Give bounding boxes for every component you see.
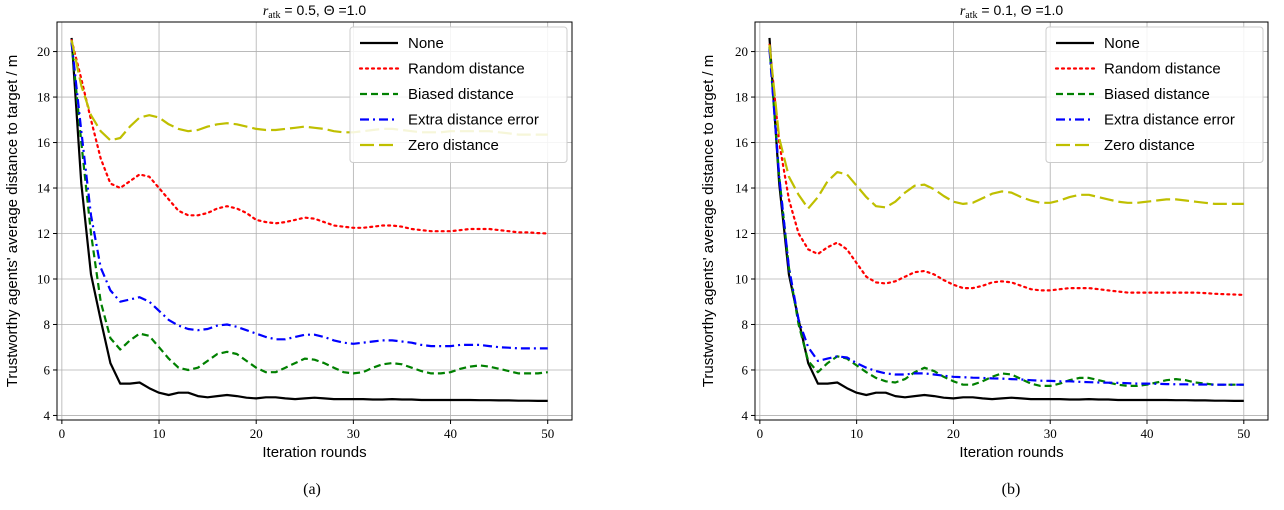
y-tick-label: 8 bbox=[742, 317, 749, 332]
plot-frame bbox=[754, 21, 1269, 421]
y-tick-label: 20 bbox=[37, 44, 50, 59]
chart-title: ratk = 0.5, Θ =1.0 bbox=[263, 2, 366, 21]
figure-caption: (b) bbox=[1002, 481, 1021, 498]
chart-panel-b: 0 10 20 30 40 50 4 6 8 10 12 14 16 18 20 Iteration roun… bbox=[700, 2, 1269, 498]
title-subscript: atk bbox=[268, 10, 280, 21]
x-tick-label: 20 bbox=[250, 426, 263, 441]
x-tick-label: 50 bbox=[1237, 426, 1250, 441]
title-rest: = 0.5, Θ =1.0 bbox=[281, 2, 367, 18]
y-tick-label: 12 bbox=[37, 226, 50, 241]
legend-label: None bbox=[1104, 35, 1140, 52]
y-tick-label: 18 bbox=[37, 90, 50, 105]
x-tick-label: 40 bbox=[444, 426, 457, 441]
legend-label: Random distance bbox=[1104, 61, 1221, 78]
legend-label: Zero distance bbox=[408, 137, 499, 154]
legend-label: Extra distance error bbox=[1104, 112, 1235, 129]
plot-frame bbox=[56, 21, 573, 421]
x-tick-label: 30 bbox=[1044, 426, 1057, 441]
y-tick-label: 16 bbox=[37, 135, 51, 150]
x-axis-label: Iteration rounds bbox=[262, 444, 366, 461]
series-line bbox=[768, 43, 1245, 296]
x-tick-label: 30 bbox=[347, 426, 360, 441]
legend-label: None bbox=[408, 35, 444, 52]
legend-label: Biased distance bbox=[1104, 86, 1210, 103]
legend-box bbox=[1045, 26, 1264, 163]
y-tick-label: 10 bbox=[37, 271, 50, 286]
x-tick-label: 0 bbox=[59, 426, 66, 441]
y-axis-label: Trustworthy agents' average distance to … bbox=[4, 55, 21, 387]
y-tick-label: 8 bbox=[44, 317, 51, 332]
legend-box bbox=[349, 26, 568, 163]
y-tick-label: 14 bbox=[735, 181, 749, 196]
y-axis-label: Trustworthy agents' average distance to … bbox=[700, 55, 717, 387]
y-tick-label: 4 bbox=[742, 408, 749, 423]
y-tick-label: 14 bbox=[37, 181, 51, 196]
legend-label: Random distance bbox=[408, 61, 525, 78]
title-variable: r bbox=[263, 4, 269, 19]
x-tick-label: 20 bbox=[947, 426, 960, 441]
title-rest: = 0.1, Θ =1.0 bbox=[978, 2, 1064, 18]
series-line bbox=[768, 37, 1244, 402]
legend-label: Zero distance bbox=[1104, 137, 1195, 154]
y-tick-label: 6 bbox=[44, 362, 51, 377]
y-tick-label: 18 bbox=[735, 90, 748, 105]
y-tick-label: 20 bbox=[735, 44, 748, 59]
series-line bbox=[70, 37, 548, 402]
legend-label: Biased distance bbox=[408, 86, 514, 103]
title-subscript: atk bbox=[965, 10, 977, 21]
figure-caption: (a) bbox=[303, 481, 321, 498]
legend-label: Extra distance error bbox=[408, 112, 539, 129]
title-variable: r bbox=[960, 4, 966, 19]
x-tick-label: 40 bbox=[1141, 426, 1154, 441]
x-tick-label: 10 bbox=[153, 426, 166, 441]
series-line bbox=[768, 49, 1244, 386]
x-axis-label: Iteration rounds bbox=[959, 444, 1063, 461]
chart-panel-a: 0 10 20 30 40 50 4 6 8 10 12 14 16 18 20 Iteration roun… bbox=[4, 2, 573, 498]
y-tick-label: 12 bbox=[735, 226, 748, 241]
y-tick-label: 16 bbox=[735, 135, 749, 150]
x-tick-label: 50 bbox=[541, 426, 554, 441]
series-line bbox=[768, 44, 1244, 210]
y-tick-label: 4 bbox=[44, 408, 51, 423]
series-line bbox=[70, 42, 548, 350]
series-line bbox=[70, 39, 549, 235]
chart-title: ratk = 0.1, Θ =1.0 bbox=[960, 2, 1063, 21]
y-tick-label: 10 bbox=[735, 271, 748, 286]
y-tick-label: 6 bbox=[742, 362, 749, 377]
series-group bbox=[768, 37, 1245, 402]
x-tick-label: 10 bbox=[850, 426, 863, 441]
series-line bbox=[768, 46, 1244, 387]
x-tick-label: 0 bbox=[757, 426, 764, 441]
